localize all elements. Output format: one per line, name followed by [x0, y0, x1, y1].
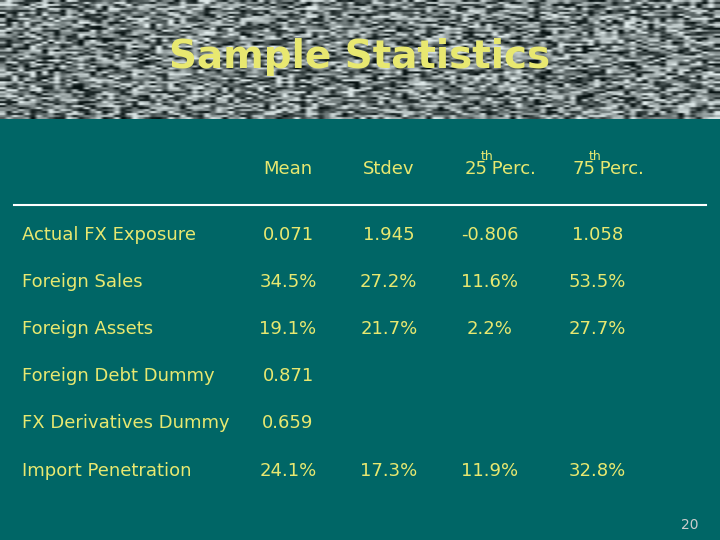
Text: 20: 20	[681, 517, 698, 531]
Text: 53.5%: 53.5%	[569, 273, 626, 291]
Text: 27.7%: 27.7%	[569, 320, 626, 338]
Text: 1.945: 1.945	[363, 226, 415, 244]
Text: Foreign Debt Dummy: Foreign Debt Dummy	[22, 367, 215, 385]
Text: Sample Statistics: Sample Statistics	[169, 38, 551, 76]
Text: 0.871: 0.871	[262, 367, 314, 385]
Text: Foreign Sales: Foreign Sales	[22, 273, 143, 291]
Text: Actual FX Exposure: Actual FX Exposure	[22, 226, 196, 244]
Text: Import Penetration: Import Penetration	[22, 462, 191, 480]
Text: Mean: Mean	[264, 160, 312, 178]
Text: -0.806: -0.806	[461, 226, 518, 244]
Text: 25: 25	[464, 160, 487, 178]
Text: 34.5%: 34.5%	[259, 273, 317, 291]
Text: th: th	[481, 150, 494, 163]
Text: Perc.: Perc.	[486, 160, 536, 178]
Text: Foreign Assets: Foreign Assets	[22, 320, 153, 338]
Text: Perc.: Perc.	[594, 160, 644, 178]
Text: 19.1%: 19.1%	[259, 320, 317, 338]
Text: 24.1%: 24.1%	[259, 462, 317, 480]
Text: th: th	[589, 150, 602, 163]
Text: 0.071: 0.071	[262, 226, 314, 244]
Text: 21.7%: 21.7%	[360, 320, 418, 338]
Text: 1.058: 1.058	[572, 226, 624, 244]
Text: 75: 75	[572, 160, 595, 178]
Text: FX Derivatives Dummy: FX Derivatives Dummy	[22, 414, 229, 433]
Text: 11.9%: 11.9%	[461, 462, 518, 480]
Text: 32.8%: 32.8%	[569, 462, 626, 480]
Text: 0.659: 0.659	[262, 414, 314, 433]
Text: 2.2%: 2.2%	[467, 320, 513, 338]
Text: 11.6%: 11.6%	[461, 273, 518, 291]
Text: 27.2%: 27.2%	[360, 273, 418, 291]
Text: 17.3%: 17.3%	[360, 462, 418, 480]
Text: Stdev: Stdev	[363, 160, 415, 178]
